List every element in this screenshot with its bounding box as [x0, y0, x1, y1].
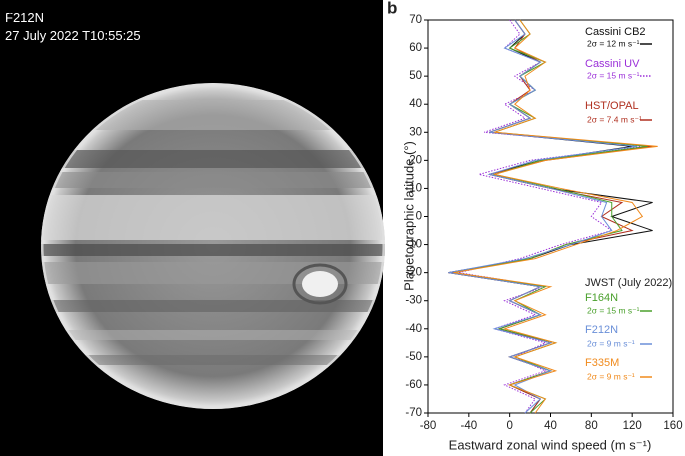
y-tick-label: -50	[405, 351, 422, 363]
panel-label: b	[387, 0, 397, 17]
y-tick-label: 0	[416, 211, 422, 223]
legend-name: F212N	[585, 324, 618, 336]
y-tick-label: 30	[409, 126, 422, 138]
y-tick-label: -10	[405, 239, 422, 251]
series-line	[448, 19, 638, 414]
y-tick-label: 20	[409, 154, 422, 166]
legend-name: Cassini CB2	[585, 26, 646, 38]
legend-uncertainty: 2σ = 9 m s⁻¹	[587, 338, 635, 348]
x-tick-label: -40	[461, 420, 478, 432]
y-tick-label: 70	[409, 14, 422, 26]
x-tick-label: 0	[506, 420, 512, 432]
y-tick-label: 40	[409, 98, 422, 110]
series-line	[458, 19, 643, 414]
x-axis-label: Eastward zonal wind speed (m s⁻¹)	[449, 437, 652, 452]
y-tick-label: -40	[405, 323, 422, 335]
y-tick-label: -70	[405, 407, 422, 419]
series-line	[453, 19, 658, 414]
y-tick-label: 60	[409, 42, 422, 54]
y-tick-label: -20	[405, 267, 422, 279]
legend-name: Cassini UV	[585, 58, 640, 70]
y-tick-label: -30	[405, 295, 422, 307]
x-tick-label: -80	[420, 420, 437, 432]
y-tick-label: 10	[409, 182, 422, 194]
y-tick-label: -60	[405, 379, 422, 391]
legend-name: F335M	[585, 357, 619, 369]
legend-uncertainty: 2σ = 9 m s⁻¹	[587, 371, 635, 381]
panel-label: a	[2, 0, 12, 17]
legend-uncertainty: 2σ = 15 m s⁻¹	[587, 70, 640, 80]
legend-name: HST/OPAL	[585, 100, 639, 112]
legend-name: F164N	[585, 292, 618, 304]
x-tick-label: 80	[585, 420, 598, 432]
y-tick-label: 50	[409, 70, 422, 82]
legend-group-title: JWST (July 2022)	[585, 277, 672, 289]
timestamp: 27 July 2022 T10:55:25	[5, 28, 141, 43]
x-tick-label: 120	[623, 420, 642, 432]
x-tick-label: 160	[663, 420, 682, 432]
legend-uncertainty: 2σ = 7.4 m s⁻¹	[587, 114, 642, 124]
x-tick-label: 40	[544, 420, 557, 432]
legend-uncertainty: 2σ = 15 m s⁻¹	[587, 305, 640, 315]
filter-label: F212N	[5, 10, 44, 25]
y-axis-label: Planetographic latitude (°)	[401, 141, 416, 291]
legend-uncertainty: 2σ = 12 m s⁻¹	[587, 38, 640, 48]
